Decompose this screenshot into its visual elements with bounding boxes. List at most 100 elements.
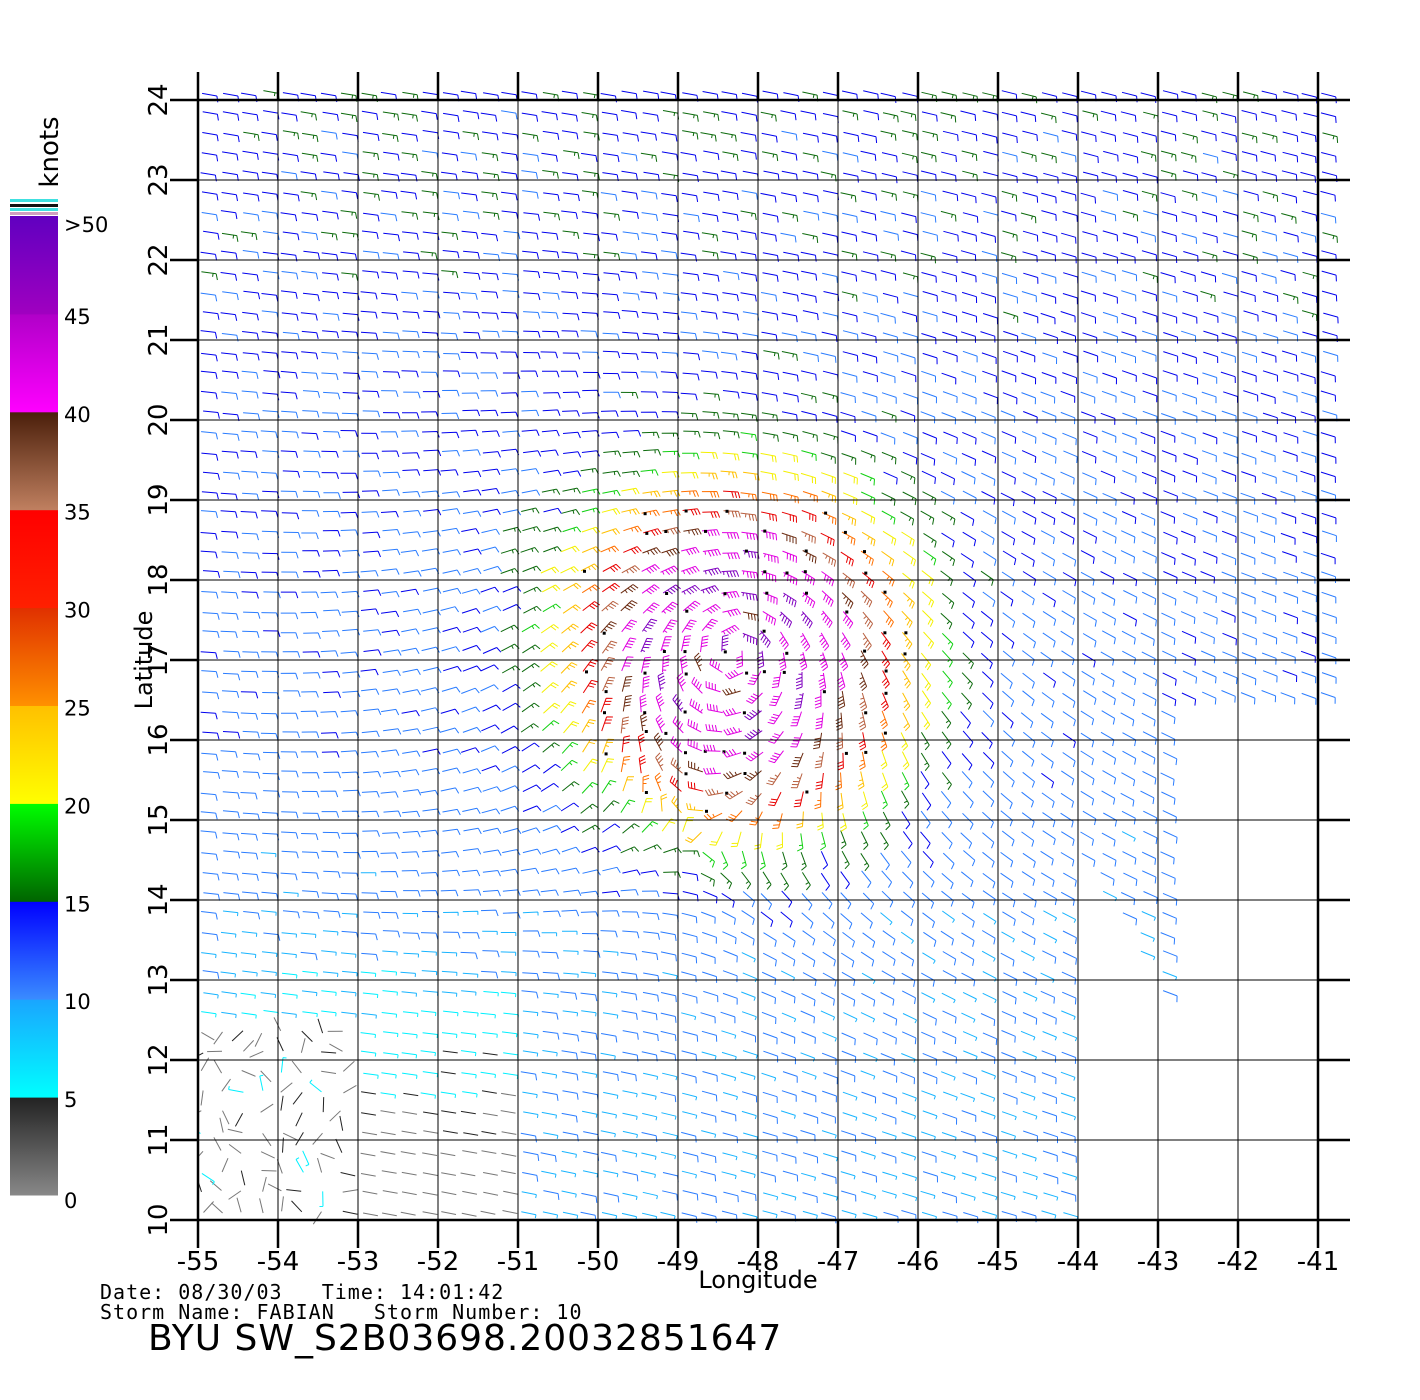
wind-barb: [1100, 731, 1115, 747]
wind-barb: [781, 351, 798, 361]
wind-barb: [620, 952, 638, 961]
rain-flag-marker: [643, 711, 647, 715]
wind-barb: [463, 786, 482, 793]
wind-barb: [881, 451, 897, 465]
wind-barb: [780, 110, 797, 121]
wind-barb: [602, 823, 621, 833]
x-tick-label: -46: [897, 1247, 939, 1277]
wind-barb: [261, 331, 279, 340]
wind-barb: [821, 571, 835, 587]
wind-barb: [200, 830, 218, 839]
x-tick-label: -55: [177, 1247, 219, 1277]
wind-barb: [821, 1130, 837, 1139]
wind-barb: [522, 1172, 539, 1182]
wind-barb: [982, 710, 995, 728]
wind-barb: [240, 832, 258, 841]
wind-barb: [562, 604, 581, 614]
wind-barb: [480, 372, 499, 380]
wind-barb: [441, 1110, 457, 1114]
wind-barb: [363, 708, 382, 716]
wind-barb: [243, 131, 260, 141]
wind-barb: [801, 1070, 817, 1080]
wind-barb: [262, 772, 280, 781]
wind-barb: [1161, 592, 1177, 606]
wind-barb: [801, 570, 816, 586]
wind-barb: [901, 531, 915, 547]
wind-barb: [740, 292, 757, 302]
wind-barb: [542, 130, 560, 140]
wind-barb: [1321, 152, 1337, 163]
wind-barb: [642, 774, 650, 793]
wind-barb: [242, 552, 260, 560]
wind-barb: [780, 232, 797, 243]
wind-barb: [923, 550, 937, 566]
wind-barb: [1160, 772, 1175, 786]
wind-barb: [500, 351, 518, 359]
wind-barb: [282, 470, 301, 478]
wind-barb: [642, 602, 660, 614]
wind-barb: [1343, 293, 1358, 303]
wind-barb: [1200, 631, 1215, 645]
rain-flag-marker: [845, 610, 849, 614]
wind-barb: [201, 152, 219, 162]
wind-barb: [902, 1192, 918, 1202]
wind-barb: [1062, 92, 1078, 103]
wind-barb: [1140, 431, 1156, 444]
wind-barb: [742, 1151, 758, 1160]
wind-barb: [1080, 391, 1096, 404]
wind-barb: [861, 332, 877, 344]
wind-barb: [1221, 131, 1237, 143]
wind-barb: [782, 431, 799, 442]
wind-barb: [481, 191, 498, 201]
wind-barb: [721, 911, 736, 925]
wind-barb: [816, 812, 824, 831]
wind-barb: [361, 230, 379, 240]
wind-barb: [761, 530, 778, 541]
wind-barb: [880, 750, 888, 770]
wind-barb: [841, 592, 854, 609]
wind-barb: [341, 930, 359, 939]
wind-barb: [381, 271, 399, 280]
wind-barb: [603, 272, 621, 281]
wind-barb: [1061, 831, 1075, 846]
wind-barb: [703, 431, 721, 440]
wind-barb: [1082, 431, 1098, 444]
wind-barb: [762, 871, 772, 890]
wind-barb: [702, 350, 719, 359]
wind-barb: [842, 330, 859, 341]
wind-barb: [321, 231, 338, 241]
rain-flag-marker: [664, 731, 668, 735]
wind-barb: [1162, 312, 1178, 324]
wind-barb: [801, 450, 817, 461]
wind-barb: [961, 1172, 977, 1181]
wind-barb: [361, 370, 379, 379]
wind-barb: [901, 1151, 917, 1161]
wind-barb: [220, 312, 238, 321]
wind-barb: [341, 610, 360, 618]
wind-barb: [1281, 110, 1297, 121]
wind-barb: [360, 668, 379, 676]
wind-barb: [1222, 651, 1237, 664]
wind-barb: [1140, 950, 1156, 961]
wind-barb: [1180, 152, 1197, 163]
wind-barb: [309, 1079, 322, 1093]
wind-barb: [261, 351, 279, 360]
wind-barb: [523, 311, 541, 319]
wind-barb: [702, 971, 718, 983]
wind-barb: [840, 830, 847, 849]
wind-barb: [700, 451, 718, 460]
wind-barb: [1320, 390, 1336, 402]
wind-barb: [921, 892, 935, 909]
wind-barb: [1061, 1051, 1077, 1064]
wind-barb: [423, 469, 442, 476]
wind-barb: [281, 410, 299, 419]
wind-barb: [262, 692, 280, 699]
wind-barb: [1062, 351, 1078, 363]
wind-barb: [521, 409, 540, 417]
wind-barb: [1203, 330, 1219, 342]
wind-barb: [220, 971, 236, 978]
wind-barb: [329, 1043, 343, 1052]
wind-barb: [462, 409, 481, 417]
wind-barb: [581, 292, 599, 301]
wind-barb: [1280, 270, 1296, 281]
